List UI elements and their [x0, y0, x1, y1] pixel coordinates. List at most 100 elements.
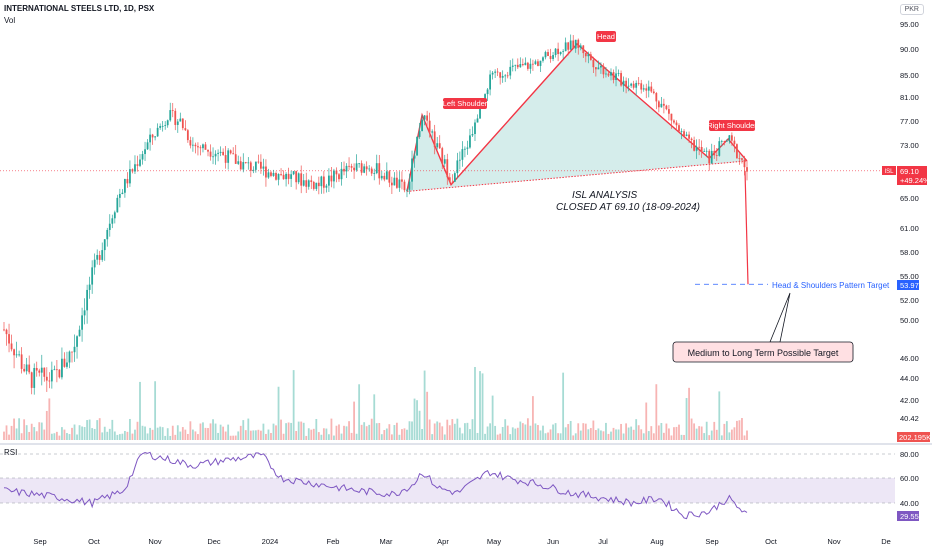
volume-bar [612, 427, 615, 440]
volume-bar [579, 430, 582, 440]
candle-body [393, 177, 396, 186]
candle-body [514, 64, 517, 66]
volume-bar [597, 428, 600, 440]
candle-body [139, 159, 141, 166]
candle-body [428, 120, 431, 133]
volume-bar [529, 425, 532, 440]
volume-bar [700, 426, 703, 440]
time-axis: Sep Oct Nov Dec 2024 Feb Mar Apr May Jun Jul Aug Sep… [33, 537, 890, 546]
candle-body [174, 110, 177, 125]
volume-bar [136, 421, 139, 440]
volume-bar [607, 433, 610, 440]
candle-body [322, 176, 325, 188]
price-tick: 40.42 [900, 414, 919, 423]
candle-body [249, 162, 252, 171]
volume-bar [554, 423, 557, 440]
target-tag-value: 53.97 [900, 281, 919, 290]
candle-body [678, 125, 680, 132]
volume-bar [569, 420, 572, 440]
candle-body [45, 376, 48, 381]
candle-body [40, 367, 43, 373]
candle-body [48, 380, 51, 382]
volume-bar [693, 423, 696, 440]
volume-bar [30, 423, 33, 440]
volume-bar [421, 429, 423, 440]
ticker-tag-text: ISL [884, 169, 894, 175]
volume-bar [471, 419, 474, 440]
volume-bar [660, 422, 663, 440]
candle-body [333, 170, 335, 182]
candle-body [116, 197, 119, 213]
currency-badge[interactable]: PKR [899, 4, 924, 15]
volume-bar [212, 419, 214, 440]
candle-body [401, 179, 403, 182]
volume-bar [542, 425, 544, 440]
volume-bar [116, 434, 119, 440]
volume-bar [86, 420, 89, 440]
volume-bar [305, 435, 308, 440]
candle-body [338, 174, 340, 180]
volume-bar [58, 435, 61, 440]
candle-body [43, 367, 46, 377]
target-label: Head & Shoulders Pattern Target [772, 281, 890, 290]
volume-bar [343, 425, 345, 440]
candle-body [146, 142, 149, 150]
candle-body [456, 160, 459, 174]
candle-body [5, 329, 8, 335]
pane-separator[interactable] [0, 443, 932, 445]
time-tick: Mar [380, 537, 393, 546]
volume-bar [688, 387, 690, 440]
volume-bar [365, 426, 368, 440]
volume-bar [453, 423, 456, 440]
volume-bar [161, 427, 164, 440]
volume-bar [655, 384, 658, 440]
candle-body [262, 166, 265, 169]
candle-body [526, 62, 529, 69]
candle-body [96, 255, 99, 260]
volume-bar [549, 429, 552, 440]
price-tick: 55.00 [900, 272, 919, 281]
candle-body [28, 364, 31, 373]
candle-body [612, 72, 615, 81]
volume-bar [479, 371, 481, 440]
candle-body [433, 131, 436, 148]
volume-bar [408, 421, 411, 440]
volume-bar [715, 429, 718, 440]
volume-bar [166, 428, 169, 440]
candle-body [184, 128, 187, 131]
candle-body [486, 89, 489, 95]
price-tag-change: +49.24% [900, 176, 930, 185]
candle-body [441, 148, 444, 164]
volume-bar [476, 432, 479, 440]
volume-bar [61, 427, 63, 440]
volume-bar [416, 400, 418, 440]
candle-body [61, 358, 63, 378]
volume-bar [406, 429, 408, 440]
volume-bar [645, 402, 648, 440]
candle-body [363, 166, 366, 173]
volume-bar [295, 430, 298, 440]
candle-body [3, 329, 5, 331]
candle-body [390, 182, 393, 186]
time-tick: De [881, 537, 891, 546]
candle-body [738, 158, 741, 160]
volume-bar [280, 419, 282, 440]
chart-title: INTERNATIONAL STEELS LTD, 1D, PSX [4, 4, 155, 13]
volume-bar [126, 431, 129, 440]
volume-bar [464, 423, 466, 440]
candle-body [368, 168, 371, 170]
candle-body [544, 52, 547, 58]
volume-bar [50, 433, 53, 440]
volume-bar [695, 428, 698, 440]
time-tick: Dec [207, 537, 221, 546]
volume-tag-value: 202.195K [899, 433, 931, 442]
volume-bar [466, 422, 469, 440]
candle-body [270, 172, 272, 176]
volume-bar [134, 429, 136, 440]
candle-body [222, 151, 225, 156]
volume-bar [433, 423, 436, 440]
candle-body [179, 118, 182, 122]
volume-bar [55, 431, 58, 440]
volume-bar [673, 427, 675, 440]
